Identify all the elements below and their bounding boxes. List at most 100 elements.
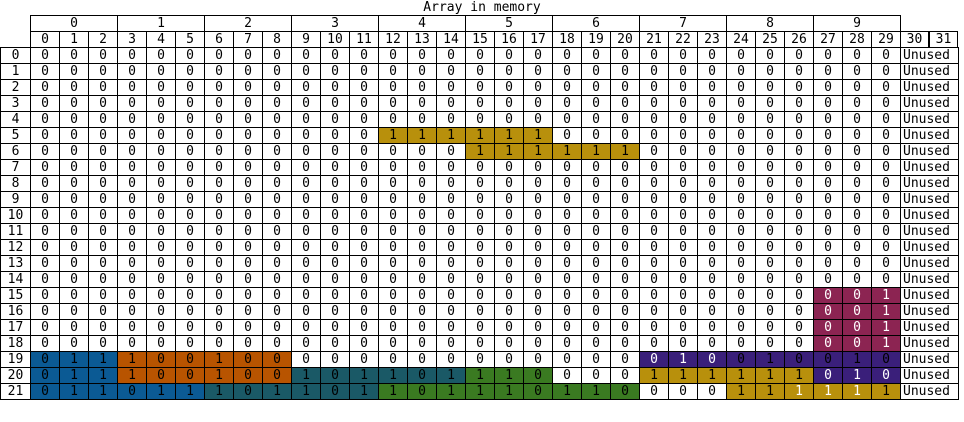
bit-cell: 1 — [726, 367, 756, 384]
bit-header-29: 29 — [871, 31, 901, 48]
bit-cell: 0 — [871, 143, 901, 160]
bit-cell: 0 — [755, 79, 785, 96]
bit-cell: 0 — [523, 287, 553, 304]
bit-cell: 0 — [291, 303, 321, 320]
bit-cell: 1 — [175, 383, 205, 400]
bit-cell: 1 — [726, 383, 756, 400]
bit-cell: 0 — [233, 79, 263, 96]
bit-cell: 0 — [349, 159, 379, 176]
bit-cell: 0 — [668, 223, 698, 240]
bit-cell: 0 — [494, 319, 524, 336]
bit-cell: 0 — [726, 319, 756, 336]
bit-cell: 0 — [407, 191, 437, 208]
bit-cell: 0 — [204, 95, 234, 112]
bit-cell: 1 — [407, 127, 437, 144]
bit-cell: 1 — [436, 367, 466, 384]
bit-cell: 0 — [494, 111, 524, 128]
bit-cell: 0 — [204, 127, 234, 144]
element-header-1: 1 — [117, 15, 205, 32]
bit-cell: 0 — [407, 63, 437, 80]
bit-cell: 0 — [813, 111, 843, 128]
row-header-3: 3 — [0, 95, 31, 112]
bit-cell: 0 — [204, 335, 234, 352]
bit-cell: 0 — [726, 335, 756, 352]
bit-cell: 1 — [291, 367, 321, 384]
bit-cell: 0 — [697, 223, 727, 240]
bit-cell: 1 — [668, 351, 698, 368]
bit-cell: 0 — [88, 255, 118, 272]
row-header-0: 0 — [0, 47, 31, 64]
bit-cell: 0 — [59, 63, 89, 80]
bit-cell: 0 — [378, 287, 408, 304]
bit-cell: 0 — [436, 207, 466, 224]
bit-cell: 0 — [146, 207, 176, 224]
bit-cell: 1 — [88, 383, 118, 400]
bit-cell: 0 — [30, 191, 60, 208]
bit-cell: 0 — [813, 175, 843, 192]
bit-cell: 0 — [494, 95, 524, 112]
bit-cell: 1 — [523, 127, 553, 144]
bit-cell: 1 — [581, 383, 611, 400]
bit-cell: 0 — [523, 175, 553, 192]
bit-cell: 0 — [610, 191, 640, 208]
bit-cell: 0 — [639, 79, 669, 96]
bit-cell: 0 — [610, 255, 640, 272]
bit-cell: 0 — [871, 111, 901, 128]
bit-cell: 0 — [262, 351, 292, 368]
bit-cell: 0 — [813, 335, 843, 352]
bit-cell: 0 — [494, 47, 524, 64]
bit-cell: 0 — [813, 207, 843, 224]
bit-cell: 0 — [59, 303, 89, 320]
bit-cell: 0 — [262, 47, 292, 64]
bit-cell: 0 — [175, 271, 205, 288]
bit-cell: 0 — [378, 255, 408, 272]
bit-cell: 0 — [581, 367, 611, 384]
bit-cell: 0 — [233, 111, 263, 128]
bit-cell: 0 — [784, 287, 814, 304]
bit-cell: 0 — [30, 367, 60, 384]
bit-cell: 0 — [813, 95, 843, 112]
bit-header-19: 19 — [581, 31, 611, 48]
bit-cell: 0 — [610, 287, 640, 304]
bit-cell: 0 — [465, 191, 495, 208]
bit-cell: 0 — [784, 319, 814, 336]
bit-cell: 0 — [697, 383, 727, 400]
unused-cell: Unused — [900, 47, 959, 64]
bit-cell: 0 — [726, 79, 756, 96]
bit-cell: 0 — [262, 95, 292, 112]
bit-cell: 0 — [436, 79, 466, 96]
bit-header-28: 28 — [842, 31, 872, 48]
bit-cell: 0 — [581, 111, 611, 128]
bit-cell: 0 — [523, 319, 553, 336]
bit-cell: 0 — [349, 127, 379, 144]
bit-cell: 0 — [204, 159, 234, 176]
bit-cell: 0 — [755, 175, 785, 192]
bit-cell: 1 — [465, 383, 495, 400]
bit-cell: 0 — [581, 223, 611, 240]
bit-cell: 0 — [871, 207, 901, 224]
bit-cell: 0 — [88, 159, 118, 176]
bit-cell: 0 — [813, 287, 843, 304]
bit-cell: 0 — [407, 287, 437, 304]
bit-cell: 0 — [668, 239, 698, 256]
bit-cell: 0 — [697, 239, 727, 256]
bit-cell: 0 — [552, 335, 582, 352]
bit-header-22: 22 — [668, 31, 698, 48]
bit-cell: 1 — [88, 367, 118, 384]
bit-cell: 0 — [552, 191, 582, 208]
element-header-8: 8 — [726, 15, 814, 32]
bit-cell: 0 — [523, 111, 553, 128]
bit-cell: 0 — [784, 143, 814, 160]
bit-cell: 1 — [784, 383, 814, 400]
bit-cell: 1 — [262, 383, 292, 400]
bit-header-12: 12 — [378, 31, 408, 48]
unused-cell: Unused — [900, 287, 959, 304]
bit-cell: 0 — [117, 303, 147, 320]
bit-cell: 0 — [697, 63, 727, 80]
bit-cell: 1 — [871, 303, 901, 320]
bit-header-31: 31 — [929, 31, 958, 48]
bit-cell: 0 — [204, 111, 234, 128]
unused-cell: Unused — [900, 255, 959, 272]
bit-cell: 0 — [494, 159, 524, 176]
bit-cell: 0 — [59, 95, 89, 112]
